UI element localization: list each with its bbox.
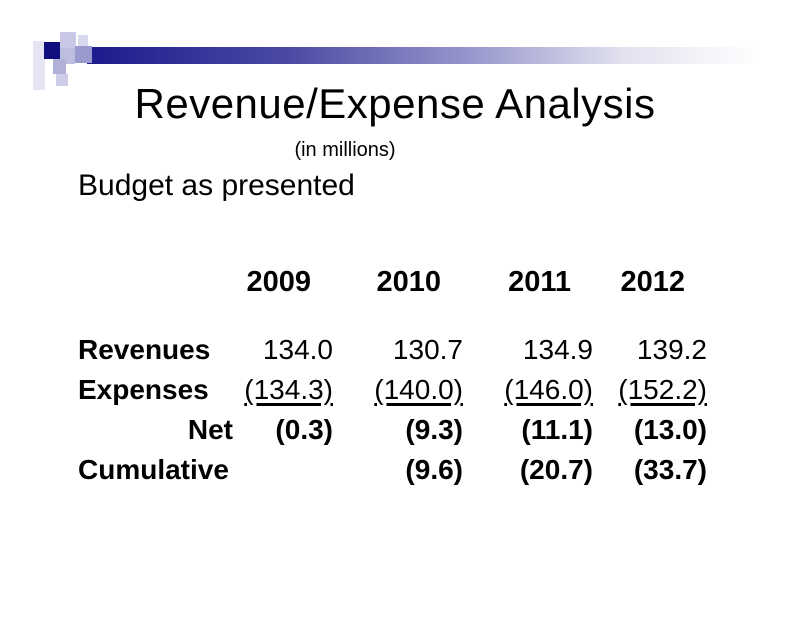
decor-square (53, 59, 66, 74)
row-label-revenues: Revenues (78, 334, 211, 365)
row-label-net: Net (187, 414, 233, 445)
slide-title: Revenue/Expense Analysis (134, 80, 656, 127)
column-header-2009: 2009 (246, 265, 311, 298)
net-2011: (11.1) (521, 414, 593, 445)
cumulative-2010: (9.6) (405, 454, 463, 485)
net-2012: (13.0) (633, 414, 707, 445)
revenues-2011: 134.9 (522, 334, 593, 365)
revenues-2012: 139.2 (636, 334, 707, 365)
budget-table: 2009 2010 2011 2012 Revenues 134.0 130.7… (78, 260, 707, 490)
expenses-2012: (152.2) (618, 374, 707, 405)
column-header-2012: 2012 (620, 265, 685, 298)
table-header-row: 2009 2010 2011 2012 (78, 260, 707, 304)
expenses-2010: (140.0) (374, 374, 463, 405)
table-row-expenses: Expenses (134.3) (140.0) (146.0) (152.2) (78, 370, 707, 410)
slide-subtitle: (in millions) (294, 139, 396, 161)
revenues-2010: 130.7 (392, 334, 463, 365)
table-row-cumulative: Cumulative (9.6) (20.7) (33.7) (78, 450, 707, 490)
expenses-2011: (146.0) (504, 374, 593, 405)
revenues-2009: 134.0 (262, 334, 333, 365)
expenses-2009: (134.3) (244, 374, 333, 405)
net-2010: (9.3) (405, 414, 463, 445)
cumulative-2011: (20.7) (519, 454, 593, 485)
cumulative-2012: (33.7) (633, 454, 707, 485)
spacer-row (78, 304, 707, 330)
decor-square-tall (33, 41, 45, 90)
decor-square-navy (44, 42, 60, 59)
cumulative-2009 (233, 450, 333, 490)
net-2009: (0.3) (275, 414, 333, 445)
row-label-expenses: Expenses (78, 374, 209, 405)
section-heading: Budget as presented (78, 169, 355, 202)
column-header-2010: 2010 (376, 265, 441, 298)
decor-square (56, 74, 68, 86)
decor-square (78, 35, 88, 47)
header-gradient-bar (87, 47, 759, 64)
column-header-2011: 2011 (508, 265, 571, 298)
row-label-cumulative: Cumulative (78, 454, 229, 485)
table-row-net: Net (0.3) (9.3) (11.1) (13.0) (78, 410, 707, 450)
table-row-revenues: Revenues 134.0 130.7 134.9 139.2 (78, 330, 707, 370)
column-header-empty (78, 260, 233, 304)
decor-square (60, 32, 76, 48)
decor-square (75, 46, 92, 63)
